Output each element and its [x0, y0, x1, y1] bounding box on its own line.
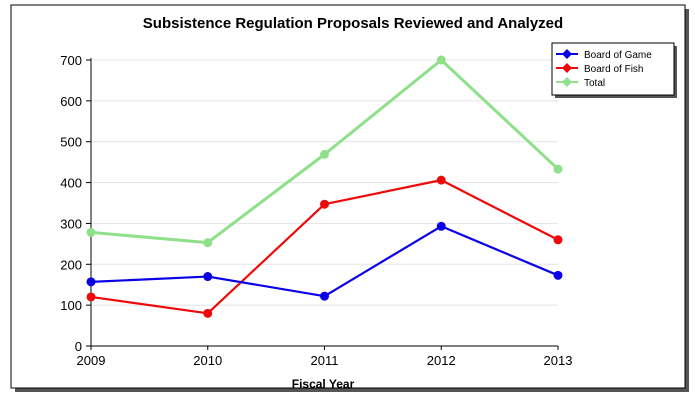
series-total	[86, 55, 563, 248]
data-point	[203, 308, 213, 318]
data-point	[203, 272, 213, 282]
data-point	[436, 175, 446, 185]
data-point	[436, 55, 446, 65]
gridlines	[91, 59, 558, 306]
y-tick-label: 0	[75, 339, 82, 354]
series-group	[86, 55, 563, 318]
data-point	[86, 227, 96, 237]
series-board-of-game	[86, 221, 563, 301]
x-axis-title: Fiscal Year	[292, 377, 355, 391]
chart-title: Subsistence Regulation Proposals Reviewe…	[143, 15, 563, 32]
data-point	[320, 149, 329, 159]
series-board-of-fish	[86, 175, 563, 318]
axes: 0 100 200 300 400 500 600 700 2009 2010 2011 2012 20…	[60, 53, 572, 368]
data-point	[86, 292, 96, 302]
data-point	[320, 199, 329, 209]
y-tick-label: 500	[60, 135, 82, 150]
legend-swatch-marker	[562, 77, 572, 87]
y-tick-label: 600	[60, 94, 82, 109]
data-point	[320, 291, 329, 301]
legend-label: Board of Fish	[584, 64, 643, 75]
data-point	[553, 270, 563, 280]
y-tick-label: 300	[60, 216, 82, 231]
legend-swatch-marker	[562, 49, 572, 59]
x-tick-label: 2013	[544, 353, 573, 368]
data-point	[86, 277, 96, 287]
y-tick-label: 100	[60, 298, 82, 313]
legend-label: Board of Game	[584, 50, 652, 61]
data-point	[553, 235, 563, 245]
data-point	[436, 221, 446, 231]
x-tick-label: 2011	[311, 353, 339, 368]
y-tick-label: 700	[60, 53, 82, 68]
y-tick-label: 400	[60, 176, 82, 191]
x-tick-label: 2009	[77, 353, 106, 368]
legend: Board of Game Board of Fish Total	[551, 42, 677, 98]
legend-label: Total	[584, 78, 605, 89]
data-point	[203, 238, 213, 248]
data-point	[553, 164, 563, 174]
x-tick-label: 2010	[193, 353, 222, 368]
y-tick-label: 200	[60, 257, 82, 272]
x-tick-label: 2012	[427, 353, 456, 368]
legend-swatch-marker	[562, 63, 572, 73]
